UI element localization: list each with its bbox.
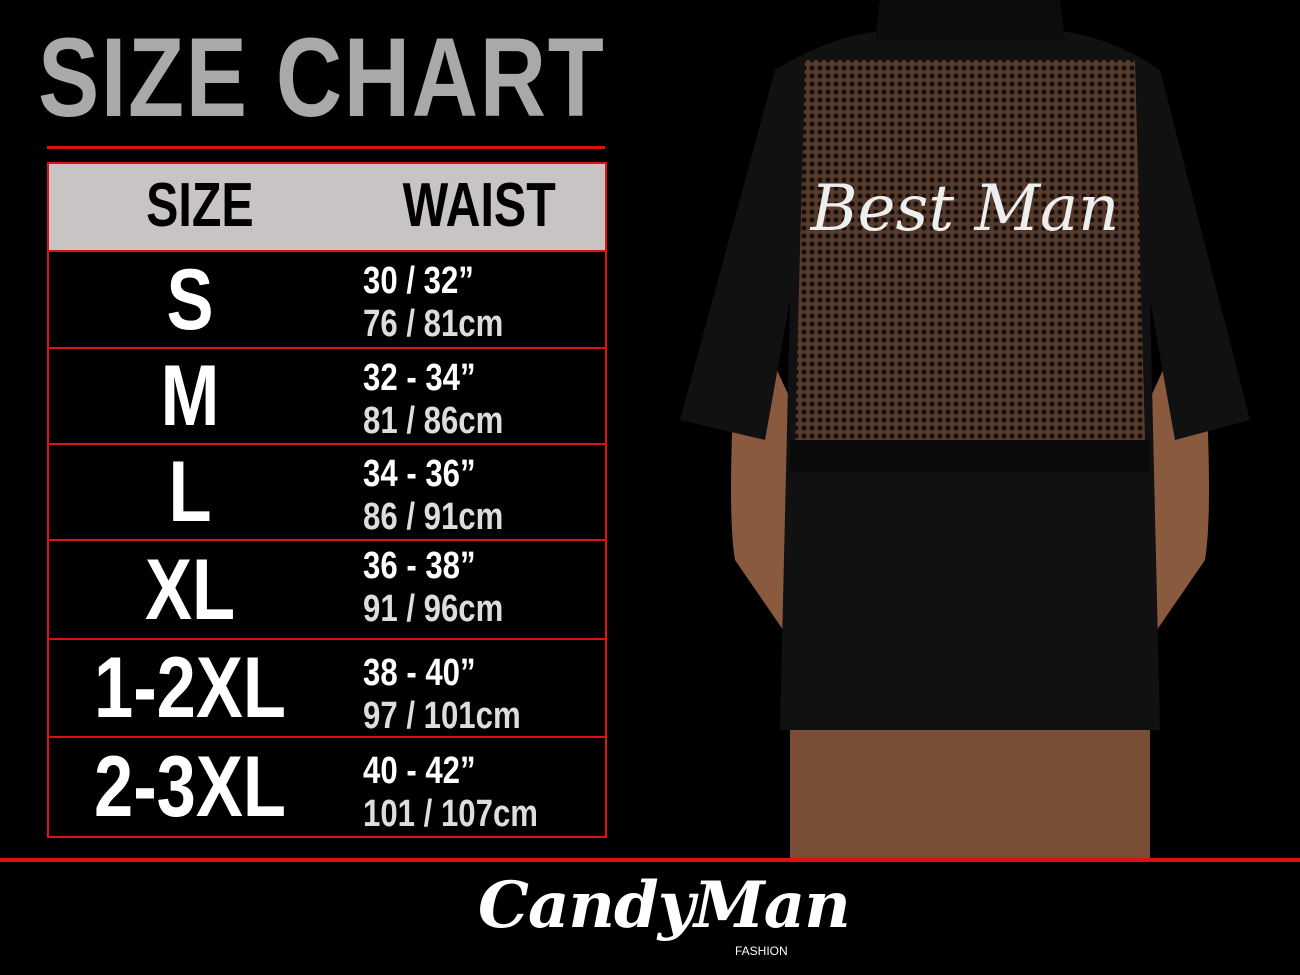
size-label: M [160, 348, 220, 444]
table-row: L 34 - 36” 86 / 91cm [49, 445, 605, 541]
waist-inches: 32 - 34” [363, 357, 476, 399]
legs [790, 720, 1150, 858]
waist-cm: 91 / 96cm [363, 588, 504, 630]
waist-inches: 40 - 42” [363, 750, 476, 792]
robe-belt [790, 440, 1150, 472]
waist-inches: 30 / 32” [363, 260, 474, 302]
waist-inches: 36 - 38” [363, 545, 476, 587]
best-man-print: Best Man [810, 172, 1120, 246]
waist-cm: 81 / 86cm [363, 400, 504, 442]
waist-cm: 97 / 101cm [363, 695, 521, 737]
size-label: L [168, 444, 212, 540]
waist-cm: 101 / 107cm [363, 793, 538, 835]
size-label: XL [144, 541, 236, 638]
table-row: XL 36 - 38” 91 / 96cm [49, 541, 605, 640]
table-header: SIZE WAIST [49, 164, 605, 252]
waist-cm: 76 / 81cm [363, 303, 504, 345]
waist-inches: 34 - 36” [363, 453, 476, 495]
mesh-back-panel [795, 60, 1145, 440]
waist-cm: 86 / 91cm [363, 496, 504, 538]
size-label: 2-3XL [93, 739, 287, 835]
robe-collar [875, 0, 1065, 40]
size-label: 1-2XL [93, 640, 287, 736]
waist-inches: 38 - 40” [363, 652, 476, 694]
product-photo: Best Man [680, 0, 1250, 858]
size-table: SIZE WAIST S 30 / 32” 76 / 81cm M 32 - 34… [47, 162, 607, 838]
header-size: SIZE [146, 171, 254, 240]
page-title: SIZE CHART [38, 15, 606, 140]
divider [47, 146, 605, 149]
table-row: S 30 / 32” 76 / 81cm [49, 252, 605, 349]
divider [0, 858, 1300, 862]
brand-logo-sub: FASHION [735, 944, 788, 958]
table-row: 2-3XL 40 - 42” 101 / 107cm [49, 738, 605, 836]
table-row: M 32 - 34” 81 / 86cm [49, 349, 605, 445]
header-waist: WAIST [402, 171, 556, 240]
brand-logo: CandyMan [478, 868, 851, 943]
table-row: 1-2XL 38 - 40” 97 / 101cm [49, 640, 605, 738]
size-label: S [166, 251, 214, 348]
